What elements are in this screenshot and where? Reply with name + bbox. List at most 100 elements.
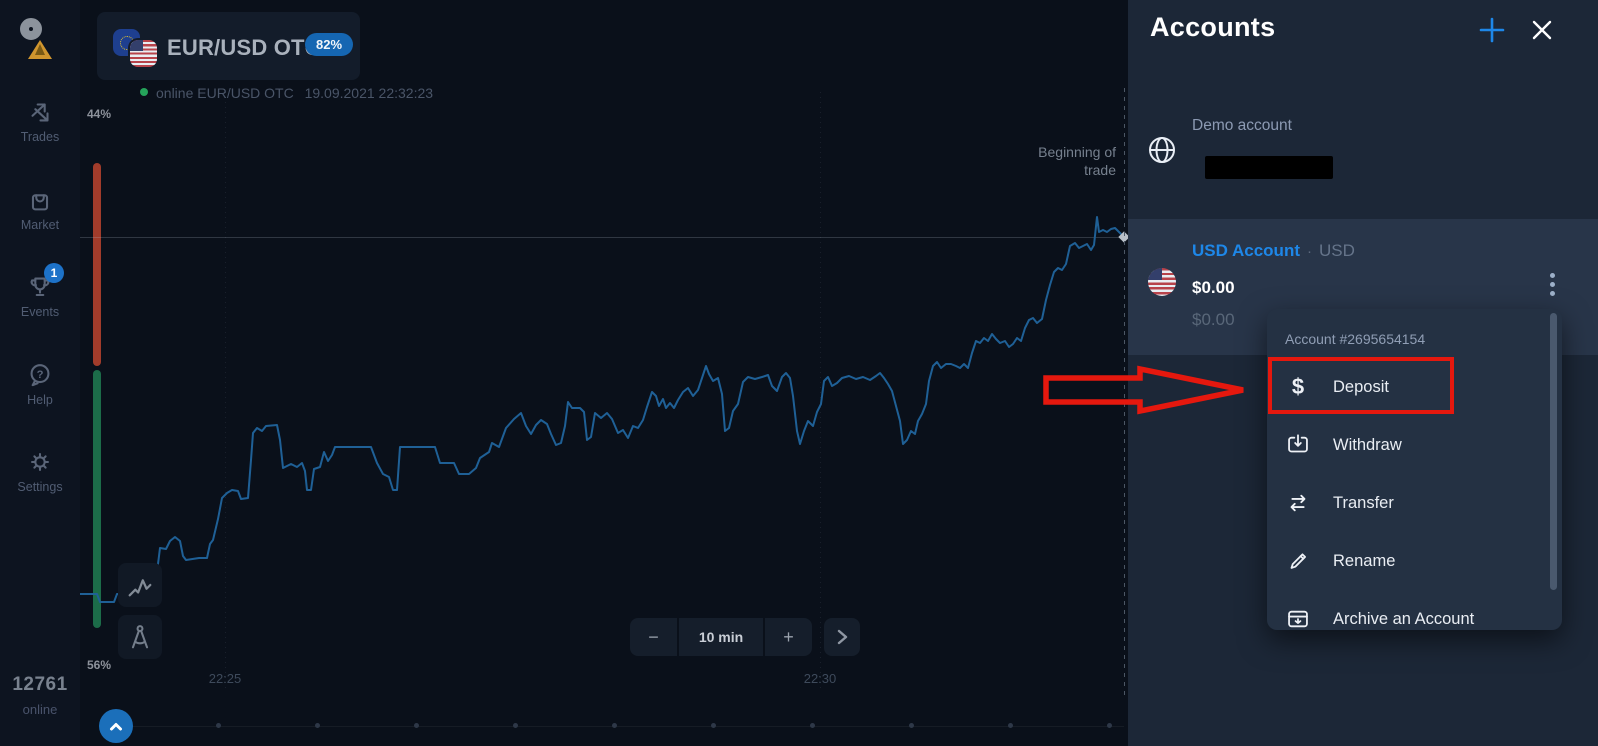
account-balance: $0.00	[1192, 278, 1235, 297]
timeline-track	[130, 726, 1124, 727]
status-text: online EUR/USD OTC	[156, 85, 294, 101]
archive-box-icon	[1288, 610, 1308, 628]
sidebar-item-label: Events	[20, 305, 60, 319]
timeframe-increase-button[interactable]: +	[765, 618, 812, 656]
sidebar-item-settings[interactable]: Settings	[0, 447, 80, 494]
beginning-of-trade-label: Beginning of trade	[1038, 144, 1116, 178]
account-options-button[interactable]	[1540, 269, 1564, 301]
drawing-tools-button[interactable]	[118, 615, 162, 659]
withdraw-icon	[1288, 434, 1308, 453]
menu-item-label: Archive an Account	[1333, 609, 1475, 628]
menu-item-label: Deposit	[1333, 377, 1389, 396]
status-datetime: 19.09.2021 22:32:23	[304, 85, 434, 101]
timeline-dot	[1008, 723, 1013, 728]
sidebar-item-label: Settings	[17, 480, 63, 494]
account-name-text: USD Account	[1192, 241, 1300, 260]
online-users-stat: 12761 online	[0, 674, 80, 717]
timeline-dot	[612, 723, 617, 728]
sidebar-item-market[interactable]: Market	[0, 185, 80, 232]
line-chart-icon	[128, 579, 152, 597]
trades-arrows-icon	[31, 103, 49, 122]
online-users-count: 12761	[12, 674, 68, 695]
logo-warning-triangle-icon	[28, 40, 52, 59]
timeline-dot	[216, 723, 221, 728]
sentiment-down-percent: 56%	[87, 658, 112, 672]
sidebar-item-label: Trades	[20, 130, 60, 144]
demo-account-name: Demo account	[1192, 117, 1292, 134]
x-tick-2230: 22:30	[803, 671, 837, 686]
market-bag-icon	[31, 194, 49, 211]
timeline-dot	[810, 723, 815, 728]
timeline-dot	[711, 723, 716, 728]
trade-start-dashed-line	[1124, 88, 1125, 700]
online-status-dot-icon	[140, 88, 148, 96]
compass-icon	[131, 625, 149, 649]
timeframe-decrease-button[interactable]: −	[630, 618, 677, 656]
logo-ring-icon	[20, 18, 42, 40]
chart-type-button[interactable]	[118, 563, 162, 607]
scroll-to-now-button[interactable]	[824, 618, 860, 656]
menu-item-label: Withdraw	[1333, 435, 1402, 454]
svg-text:?: ?	[37, 369, 44, 381]
gridline-2230	[820, 92, 821, 692]
timeline-dot	[909, 723, 914, 728]
sidebar-item-trades[interactable]: Trades	[0, 97, 80, 144]
add-account-button[interactable]	[1478, 16, 1506, 44]
help-question-icon: ?	[30, 364, 50, 387]
sidebar: Trades Market 1 Events ? Help	[0, 0, 80, 746]
online-users-label: online	[22, 702, 58, 717]
close-icon	[1532, 20, 1552, 40]
chart-area: EUR/USD OTC 82% online EUR/USD OTC 19.09…	[80, 0, 1130, 746]
us-flag-icon	[1148, 268, 1176, 296]
account-balance-secondary: $0.00	[1192, 310, 1235, 329]
menu-item-archive[interactable]: Archive an Account	[1267, 590, 1562, 630]
x-tick-2225: 22:25	[208, 671, 242, 686]
account-context-menu: Account #2695654154 $ Deposit Withdraw T…	[1267, 309, 1562, 630]
asset-selector[interactable]: EUR/USD OTC 82%	[97, 12, 360, 80]
menu-item-deposit[interactable]: $ Deposit	[1267, 358, 1562, 416]
menu-scrollbar[interactable]	[1550, 313, 1557, 590]
menu-item-rename[interactable]: Rename	[1267, 532, 1562, 590]
usd-account-name: USD Account · USD	[1192, 241, 1355, 261]
kebab-icon	[1549, 273, 1555, 278]
sidebar-item-events[interactable]: 1 Events	[0, 263, 80, 319]
close-panel-button[interactable]	[1528, 16, 1556, 44]
price-chart[interactable]	[80, 0, 1128, 746]
sentiment-up-percent: 44%	[87, 107, 112, 121]
demo-account-row[interactable]: Demo account	[1128, 96, 1598, 212]
sidebar-item-label: Help	[27, 393, 53, 407]
price-series-line	[80, 216, 1125, 603]
account-number-label: Account #2695654154	[1285, 331, 1426, 347]
sentiment-bar-sell	[93, 163, 101, 366]
sentiment-bar-buy	[93, 370, 101, 628]
panel-title: Accounts	[1150, 12, 1276, 42]
menu-item-label: Rename	[1333, 551, 1396, 570]
balance-redaction-bar	[1205, 156, 1333, 179]
menu-item-withdraw[interactable]: Withdraw	[1267, 416, 1562, 474]
globe-icon	[1149, 137, 1175, 163]
sidebar-item-help[interactable]: ? Help	[0, 360, 80, 407]
gridline-2225	[225, 92, 226, 692]
settings-gear-icon	[31, 453, 49, 471]
plus-icon	[1479, 17, 1505, 43]
timeline-collapse-handle[interactable]	[99, 709, 133, 743]
app-logo[interactable]	[17, 16, 63, 62]
separator-dot: ·	[1307, 243, 1312, 260]
timeframe-value: 10 min	[679, 618, 763, 656]
timeline-dot	[414, 723, 419, 728]
timeline-dot	[315, 723, 320, 728]
pencil-icon	[1290, 553, 1306, 569]
accounts-panel: Accounts Demo account USD Account · USD $0…	[1128, 0, 1598, 746]
chevron-right-icon	[837, 629, 848, 645]
menu-item-label: Transfer	[1333, 493, 1394, 512]
menu-item-transfer[interactable]: Transfer	[1267, 474, 1562, 532]
current-price-line	[80, 237, 1124, 238]
timeframe-control: − 10 min +	[630, 618, 860, 656]
us-flag-icon	[130, 40, 157, 67]
dollar-icon: $	[1291, 374, 1305, 399]
timeline-dot	[1107, 723, 1112, 728]
payout-badge: 82%	[305, 33, 354, 56]
transfer-arrows-icon	[1290, 494, 1306, 512]
sidebar-item-label: Market	[20, 218, 60, 232]
